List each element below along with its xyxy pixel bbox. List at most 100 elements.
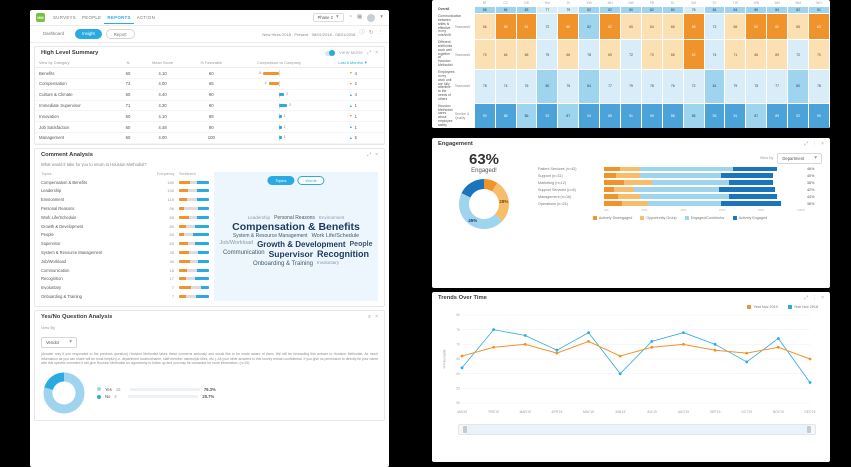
data-point[interactable]: [650, 345, 654, 349]
data-point[interactable]: [523, 334, 527, 337]
topic-row[interactable]: Personal Reasons 96: [41, 204, 209, 213]
data-point[interactable]: [492, 345, 496, 349]
range-slider-handle-left[interactable]: [462, 426, 467, 433]
entity-header[interactable]: KW: [586, 1, 592, 5]
entity-header[interactable]: CC: [503, 1, 508, 5]
tab-insight[interactable]: Insight: [75, 29, 102, 39]
topic-row[interactable]: Growth & Development 80: [41, 222, 209, 231]
expand-icon[interactable]: ⤢: [367, 50, 372, 56]
data-point[interactable]: [808, 357, 812, 361]
cloud-word[interactable]: Work Life/Schedule: [311, 233, 360, 240]
cloud-word[interactable]: Onboarding & Training: [252, 260, 314, 267]
nav-item-surveys[interactable]: SURVEYS: [53, 15, 77, 20]
col-header[interactable]: Comparison vs Company: [235, 59, 323, 69]
entity-header[interactable]: PB: [649, 1, 654, 5]
close-icon[interactable]: ×: [375, 151, 378, 158]
view-more-toggle[interactable]: [325, 50, 336, 56]
data-point[interactable]: [745, 360, 749, 364]
trend-legend-item[interactable]: Year Nov 2018: [787, 305, 818, 309]
cloud-word[interactable]: System & Resource Management: [232, 233, 308, 240]
cloud-word[interactable]: Recognition: [317, 249, 370, 260]
col-header[interactable]: Mean Score: [138, 59, 187, 69]
chevron-down-icon[interactable]: ▾: [380, 13, 383, 20]
data-point[interactable]: [808, 381, 812, 384]
cloud-word[interactable]: Supervisor: [268, 249, 314, 260]
entity-header[interactable]: WB: [753, 1, 759, 5]
entity-header[interactable]: NW: [628, 1, 634, 5]
cloud-word[interactable]: Involuntary: [317, 259, 340, 265]
topic-row[interactable]: Recognition 17: [41, 275, 209, 284]
tab-dashboard[interactable]: Dashboard: [43, 30, 65, 36]
entity-header[interactable]: BT: [482, 1, 487, 5]
topic-row[interactable]: People 65: [41, 231, 209, 240]
data-point[interactable]: [682, 331, 685, 334]
col-header-sorted[interactable]: Last 6 Months ▼: [322, 59, 384, 69]
close-icon[interactable]: ×: [375, 50, 378, 56]
entity-header[interactable]: HM: [544, 1, 550, 5]
entity-header[interactable]: MH: [607, 1, 613, 5]
legend-item[interactable]: Opportunity Group: [640, 216, 677, 221]
entity-header[interactable]: SM: [691, 1, 697, 5]
toggle-words[interactable]: Words: [297, 175, 325, 185]
cloud-word[interactable]: Leadership: [247, 214, 271, 220]
brand-logo[interactable]: HM: [36, 13, 45, 22]
topic-row[interactable]: Communication 18: [41, 266, 209, 275]
data-point[interactable]: [460, 354, 464, 358]
topic-row[interactable]: Leadership 130: [41, 187, 209, 196]
data-point[interactable]: [776, 345, 780, 349]
close-icon[interactable]: ×: [821, 295, 824, 301]
col-header[interactable]: View by Category: [35, 59, 118, 69]
cloud-word[interactable]: Environment: [318, 214, 345, 220]
legend-item[interactable]: Actively Engaged: [732, 216, 767, 221]
nav-item-reports[interactable]: REPORTS: [104, 11, 134, 24]
data-point[interactable]: [523, 342, 527, 346]
data-point[interactable]: [713, 348, 717, 352]
topic-row[interactable]: Involuntary 7: [41, 283, 209, 292]
data-point[interactable]: [713, 342, 717, 346]
expand-icon[interactable]: ⤢: [804, 295, 809, 301]
legend-item[interactable]: Actively Disengaged: [592, 216, 632, 221]
trend-legend-item[interactable]: Year Nov 2019: [747, 305, 778, 309]
data-point[interactable]: [555, 348, 559, 352]
range-slider-handle-right[interactable]: [807, 426, 812, 433]
data-point[interactable]: [492, 328, 496, 332]
apps-grid-icon[interactable]: ▦: [357, 13, 363, 20]
notifications-icon[interactable]: ◔: [348, 13, 353, 20]
view-by-select[interactable]: Vendor ▾: [41, 337, 78, 348]
data-point[interactable]: [460, 366, 464, 370]
info-icon[interactable]: ⓘ: [359, 30, 365, 37]
cloud-word[interactable]: Compensation & Benefits: [232, 221, 360, 234]
toggle-topics[interactable]: Topics: [267, 175, 295, 185]
data-point[interactable]: [776, 337, 780, 340]
phase-select[interactable]: Phase 2 ▾: [312, 12, 344, 23]
entity-header[interactable]: SL: [670, 1, 675, 5]
entity-header[interactable]: DB: [524, 1, 529, 5]
data-point[interactable]: [555, 351, 559, 355]
range-slider[interactable]: [458, 424, 816, 435]
kebab-menu-icon[interactable]: ⋮: [377, 30, 384, 37]
department-select[interactable]: Department ▾: [777, 153, 822, 164]
close-icon[interactable]: ×: [821, 141, 824, 147]
kebab-menu-icon[interactable]: ⋮: [812, 295, 818, 301]
entity-header[interactable]: WO: [816, 1, 822, 5]
cloud-word[interactable]: Communication: [222, 250, 265, 257]
nav-item-people[interactable]: PEOPLE: [82, 15, 102, 20]
data-point[interactable]: [618, 354, 622, 358]
topic-row[interactable]: Supervisor 60: [41, 239, 209, 248]
cloud-word[interactable]: Personal Reasons: [274, 214, 315, 221]
legend-item[interactable]: Engaged/Contributor: [684, 216, 725, 221]
tab-report[interactable]: Report: [105, 29, 135, 39]
nav-item-action[interactable]: ACTION: [136, 15, 156, 20]
data-point[interactable]: [650, 340, 654, 343]
col-header[interactable]: % Favorable: [186, 59, 236, 69]
expand-icon[interactable]: ⤢: [804, 141, 809, 147]
topic-row[interactable]: Job/Workload 30: [41, 257, 209, 266]
close-icon[interactable]: ×: [375, 313, 378, 320]
data-point[interactable]: [745, 351, 749, 355]
cloud-word[interactable]: Growth & Development: [257, 239, 346, 249]
cloud-word[interactable]: People: [349, 240, 373, 248]
kebab-menu-icon[interactable]: ⋮: [812, 141, 818, 147]
date-range[interactable]: New Hires 2018 · Present · 08/01/2018 - …: [262, 31, 356, 37]
cloud-word[interactable]: Job/Workload: [219, 239, 254, 246]
expand-icon[interactable]: ⤢: [367, 151, 372, 158]
